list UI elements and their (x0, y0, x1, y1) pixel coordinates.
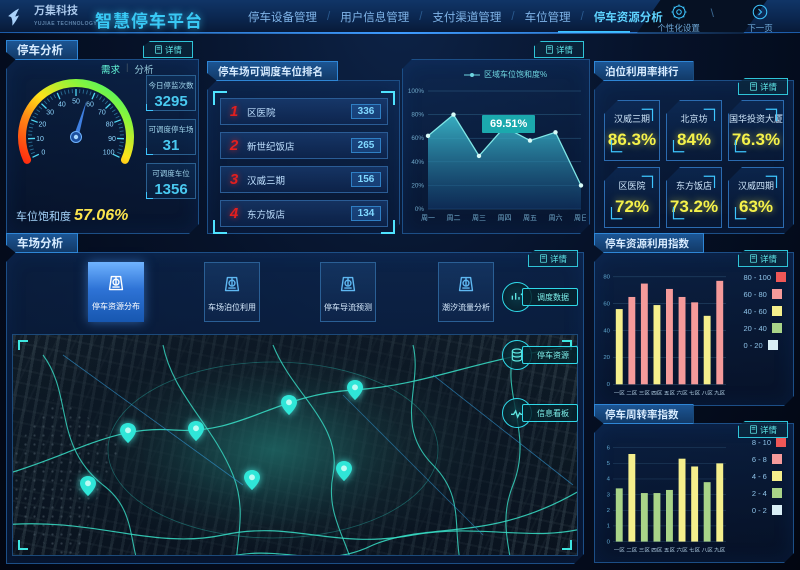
svg-text:周日: 周日 (574, 214, 586, 222)
svg-text:二区: 二区 (626, 547, 637, 553)
svg-text:100: 100 (103, 150, 115, 157)
svg-text:60: 60 (603, 302, 610, 308)
svg-text:80%: 80% (411, 112, 424, 119)
svg-text:七区: 七区 (689, 546, 700, 553)
svg-text:60: 60 (86, 101, 94, 108)
svg-text:70: 70 (98, 109, 106, 116)
svg-text:30: 30 (46, 109, 54, 116)
svg-text:周二: 周二 (447, 214, 461, 222)
svg-text:20: 20 (38, 122, 46, 129)
svg-text:2: 2 (607, 508, 610, 513)
svg-text:周六: 周六 (549, 213, 563, 222)
svg-text:周一: 周一 (421, 214, 435, 222)
svg-text:1: 1 (607, 524, 610, 529)
svg-text:40%: 40% (411, 159, 424, 166)
svg-text:60%: 60% (411, 135, 424, 142)
svg-text:周五: 周五 (523, 214, 537, 222)
svg-text:5: 5 (607, 461, 610, 466)
svg-text:周四: 周四 (498, 214, 512, 222)
svg-text:五区: 五区 (664, 390, 675, 396)
svg-text:0: 0 (607, 382, 610, 388)
svg-text:周三: 周三 (472, 214, 486, 222)
svg-text:五区: 五区 (664, 547, 675, 553)
svg-text:四区: 四区 (651, 547, 662, 553)
svg-text:100%: 100% (408, 88, 425, 95)
svg-text:六区: 六区 (677, 389, 688, 396)
svg-text:九区: 九区 (714, 389, 725, 396)
svg-text:50: 50 (72, 99, 80, 106)
svg-text:3: 3 (607, 493, 610, 498)
svg-text:七区: 七区 (689, 389, 700, 396)
svg-text:八区: 八区 (702, 390, 713, 396)
svg-text:四区: 四区 (651, 390, 662, 396)
svg-text:三区: 三区 (639, 390, 650, 396)
svg-text:20%: 20% (411, 182, 424, 189)
svg-text:4: 4 (607, 477, 610, 482)
svg-text:一区: 一区 (614, 547, 625, 553)
svg-text:40: 40 (58, 101, 66, 108)
svg-text:10: 10 (36, 136, 44, 143)
svg-text:80: 80 (603, 275, 610, 281)
svg-text:八区: 八区 (702, 547, 713, 553)
svg-text:0: 0 (607, 540, 610, 545)
svg-text:20: 20 (603, 356, 610, 362)
svg-text:三区: 三区 (639, 547, 650, 553)
svg-text:六区: 六区 (677, 546, 688, 553)
svg-text:0: 0 (41, 150, 45, 157)
svg-text:0%: 0% (415, 206, 425, 213)
svg-text:二区: 二区 (626, 390, 637, 396)
svg-text:九区: 九区 (714, 546, 725, 553)
svg-text:6: 6 (607, 446, 610, 451)
svg-text:80: 80 (106, 122, 114, 129)
svg-text:一区: 一区 (614, 390, 625, 396)
svg-text:40: 40 (603, 329, 610, 335)
svg-text:90: 90 (108, 136, 116, 143)
